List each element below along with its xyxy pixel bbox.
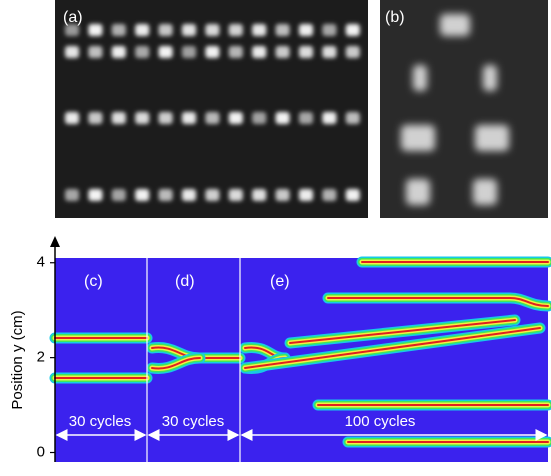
blob bbox=[111, 189, 126, 201]
blob bbox=[345, 112, 360, 124]
blob bbox=[135, 46, 150, 58]
blob bbox=[111, 46, 126, 58]
blob bbox=[475, 125, 509, 151]
blob bbox=[299, 189, 313, 201]
blob bbox=[158, 112, 173, 124]
blob bbox=[228, 46, 243, 58]
duration-label: 30 cycles bbox=[69, 413, 132, 430]
blob bbox=[345, 46, 360, 58]
blob bbox=[473, 179, 497, 205]
blob bbox=[205, 46, 220, 58]
blob bbox=[205, 24, 220, 36]
blob bbox=[252, 112, 267, 124]
blob bbox=[345, 189, 360, 201]
blob bbox=[299, 24, 313, 36]
blob bbox=[111, 24, 126, 36]
y-tick-label: 0 bbox=[37, 443, 45, 460]
blob bbox=[322, 24, 337, 36]
blob bbox=[299, 112, 313, 124]
blob bbox=[252, 46, 267, 58]
blob bbox=[135, 24, 150, 36]
blob bbox=[88, 46, 103, 58]
panel-label: (e) bbox=[270, 273, 290, 290]
blob bbox=[135, 189, 150, 201]
y-axis-label: Position y (cm) bbox=[9, 310, 26, 409]
blob bbox=[299, 46, 313, 58]
y-tick-label: 2 bbox=[37, 349, 45, 366]
blob bbox=[182, 112, 196, 124]
panel-a-image bbox=[55, 0, 368, 218]
band bbox=[327, 297, 549, 307]
blob bbox=[275, 112, 290, 124]
panel-label: (c) bbox=[84, 273, 103, 290]
panel-label: (d) bbox=[175, 273, 195, 290]
blob bbox=[228, 112, 243, 124]
blob bbox=[275, 24, 290, 36]
blob bbox=[406, 179, 430, 205]
band bbox=[289, 319, 516, 344]
blob bbox=[228, 24, 243, 36]
blob bbox=[182, 46, 196, 58]
blob bbox=[322, 46, 337, 58]
blob bbox=[322, 112, 337, 124]
blob bbox=[182, 24, 196, 36]
blob bbox=[158, 24, 173, 36]
blob bbox=[413, 65, 427, 91]
panel-label: (a) bbox=[63, 9, 83, 26]
y-ticks: 0 2 4 bbox=[37, 254, 55, 460]
blob bbox=[252, 189, 267, 201]
band bbox=[244, 327, 541, 369]
blob bbox=[275, 46, 290, 58]
blob bbox=[65, 189, 79, 201]
y-tick-label: 4 bbox=[37, 254, 45, 271]
blob bbox=[483, 65, 497, 91]
blob bbox=[158, 189, 173, 201]
blob bbox=[88, 24, 103, 36]
blob bbox=[158, 46, 173, 58]
panel-label: (b) bbox=[385, 9, 405, 26]
blob bbox=[88, 112, 103, 124]
blob bbox=[65, 46, 79, 58]
blob bbox=[205, 189, 220, 201]
blob bbox=[205, 112, 220, 124]
blob bbox=[111, 112, 126, 124]
blob bbox=[65, 112, 79, 124]
blob bbox=[88, 189, 103, 201]
field-bands bbox=[49, 256, 551, 448]
duration-label: 100 cycles bbox=[345, 413, 416, 430]
blob bbox=[135, 112, 150, 124]
blob bbox=[182, 189, 196, 201]
duration-label: 30 cycles bbox=[162, 413, 225, 430]
blob bbox=[322, 189, 337, 201]
blob bbox=[228, 189, 243, 201]
panel-b-blobs bbox=[401, 14, 509, 205]
blob bbox=[345, 24, 360, 36]
blob bbox=[65, 24, 79, 36]
blob bbox=[401, 125, 435, 151]
blob bbox=[275, 189, 290, 201]
blob bbox=[252, 24, 267, 36]
band bbox=[151, 357, 201, 370]
panel-a-blobs bbox=[65, 24, 360, 201]
blob bbox=[440, 14, 470, 36]
axis-arrow bbox=[50, 236, 60, 247]
